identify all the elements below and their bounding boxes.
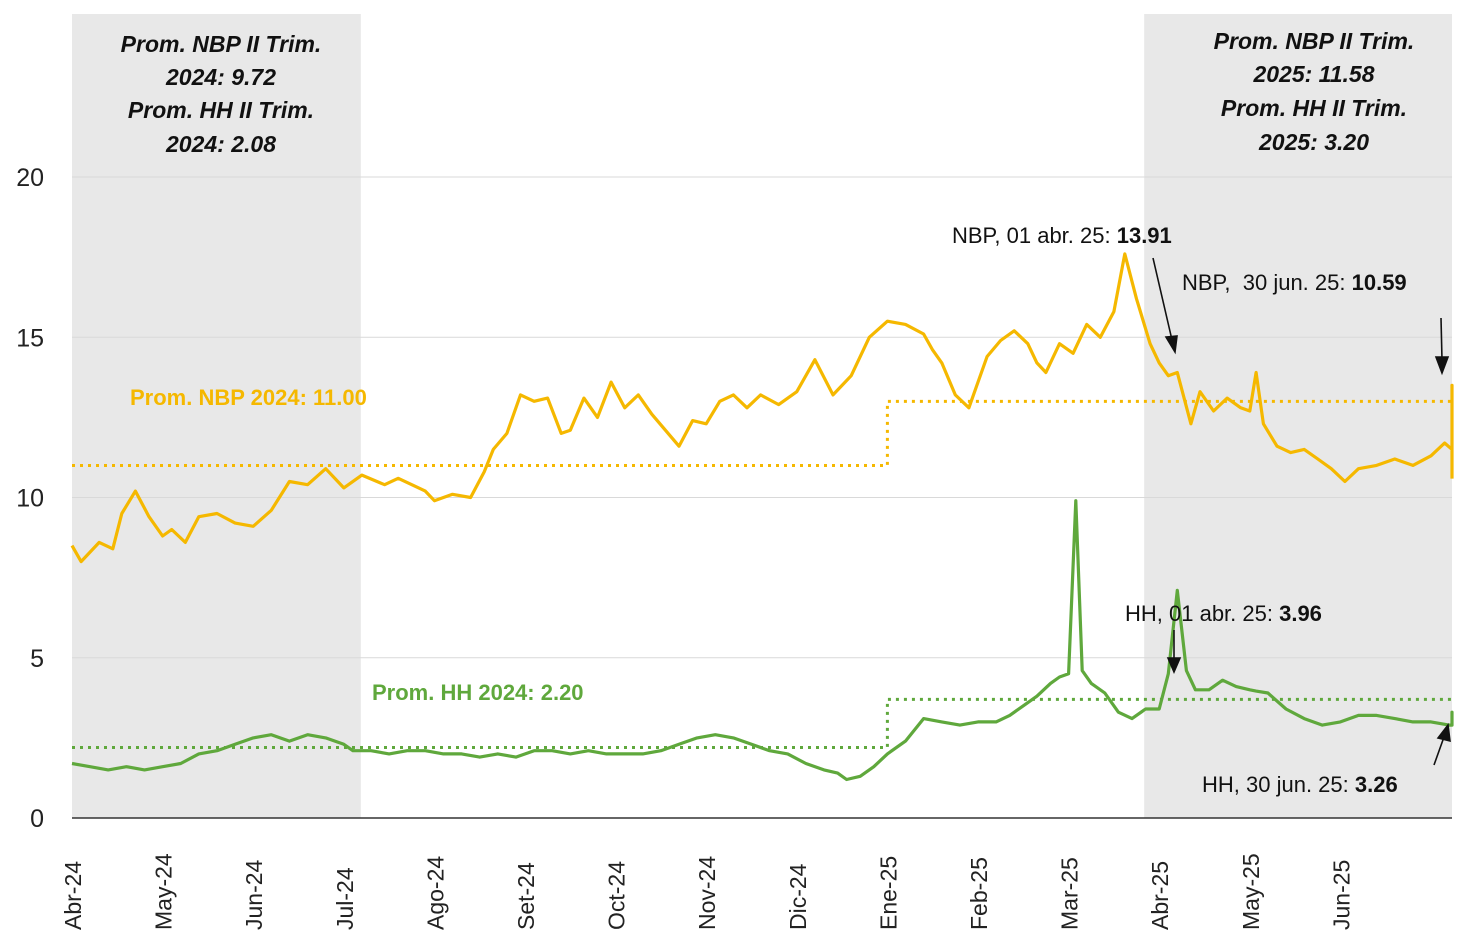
x-tick-label-may-24: May-24 [151, 853, 177, 930]
y-tick-label-10: 10 [16, 485, 44, 513]
x-tick-label-jun-24: Jun-24 [241, 859, 267, 930]
arrow-nbp-30-jun-head [1434, 356, 1450, 376]
avg-label-nbp: Prom. NBP 2024: 11.00 [130, 385, 367, 410]
y-tick-label-15: 15 [16, 324, 44, 352]
shaded-region-2 [1144, 14, 1452, 818]
x-tick-label-feb-25: Feb-25 [966, 857, 992, 930]
arrow-hh-30-jun-head [1436, 722, 1451, 743]
x-tick-label-jun-25: Jun-25 [1328, 860, 1354, 930]
arrow-nbp-01-abr-head [1164, 335, 1178, 355]
x-tick-label-set-24: Set-24 [513, 862, 539, 930]
annotation-hh-30-jun-prefix: HH, 30 jun. 25: [1202, 772, 1355, 797]
annotation-nbp-01-abr-value: 13.91 [1117, 223, 1172, 248]
arrow-nbp-01-abr-line [1152, 257, 1173, 341]
shade-left-line-4: 2024: 2.08 [165, 131, 276, 157]
arrow-nbp-30-jun-line [1440, 317, 1443, 361]
x-tick-label-ene-25: Ene-25 [875, 856, 901, 930]
annotation-hh-30-jun: HH, 30 jun. 25: 3.26 [1202, 772, 1398, 797]
y-tick-label-20: 20 [16, 164, 44, 192]
x-tick-label-oct-24: Oct-24 [604, 861, 630, 930]
arrow-hh-01-abr-head [1166, 657, 1182, 675]
average-line-nbp [72, 399, 1452, 467]
annotation-hh-01-abr: HH, 01 abr. 25: 3.96 [1125, 601, 1322, 626]
series-line-hh [71, 499, 1454, 782]
x-tick-label-jul-24: Jul-24 [332, 867, 358, 930]
shade-right-line-2: 2025: 11.58 [1252, 61, 1374, 87]
shaded-regions [72, 14, 1452, 818]
series-lines [70, 252, 1454, 782]
y-axis-ticks: 0 5 10 15 20 [16, 164, 44, 833]
annotation-nbp-30-jun-prefix: NBP, 30 jun. 25: [1182, 270, 1352, 295]
series-line-nbp [70, 252, 1454, 564]
gridlines [72, 176, 1452, 659]
x-tick-label-abr-24: Abr-24 [60, 861, 86, 930]
arrow-hh-30-jun-line [1433, 736, 1445, 766]
x-tick-label-abr-25: Abr-25 [1147, 861, 1173, 930]
shade-right-line-1: Prom. NBP II Trim. [1214, 28, 1415, 54]
shade-label-left: Prom. NBP II Trim. 2024: 9.72 Prom. HH I… [121, 31, 322, 157]
annotation-nbp-30-jun: NBP, 30 jun. 25: 10.59 [1182, 270, 1407, 295]
x-axis-ticks: Abr-24 May-24 Jun-24 Jul-24 Ago-24 Set-24 Oct-… [60, 853, 1354, 930]
annotation-hh-30-jun-value: 3.26 [1355, 772, 1398, 797]
x-tick-label-nov-24: Nov-24 [694, 856, 720, 930]
avg-label-hh: Prom. HH 2024: 2.20 [372, 680, 584, 705]
annotation-arrows [1152, 257, 1451, 766]
average-line-hh [72, 697, 1452, 749]
shaded-region-1 [72, 14, 361, 818]
shade-label-right: Prom. NBP II Trim. 2025: 11.58 Prom. HH … [1214, 28, 1415, 155]
x-tick-label-may-25: May-25 [1238, 853, 1264, 930]
x-tick-label-dic-24: Dic-24 [785, 863, 811, 930]
annotation-nbp-30-jun-value: 10.59 [1352, 270, 1407, 295]
y-tick-label-5: 5 [30, 645, 44, 673]
shade-right-line-4: 2025: 3.20 [1258, 129, 1369, 155]
x-tick-label-ago-24: Ago-24 [422, 856, 448, 930]
x-tick-label-mar-25: Mar-25 [1057, 857, 1083, 930]
shade-left-line-1: Prom. NBP II Trim. [121, 31, 322, 57]
y-tick-label-0: 0 [30, 805, 44, 833]
annotation-hh-01-abr-value: 3.96 [1279, 601, 1322, 626]
annotation-nbp-01-abr-prefix: NBP, 01 abr. 25: [952, 223, 1117, 248]
shade-right-line-3: Prom. HH II Trim. [1221, 95, 1407, 121]
annotation-hh-01-abr-prefix: HH, 01 abr. 25: [1125, 601, 1279, 626]
average-lines [72, 399, 1452, 749]
shade-left-line-2: 2024: 9.72 [165, 64, 276, 90]
annotation-nbp-01-abr: NBP, 01 abr. 25: 13.91 [952, 223, 1172, 248]
shade-left-line-3: Prom. HH II Trim. [128, 97, 314, 123]
